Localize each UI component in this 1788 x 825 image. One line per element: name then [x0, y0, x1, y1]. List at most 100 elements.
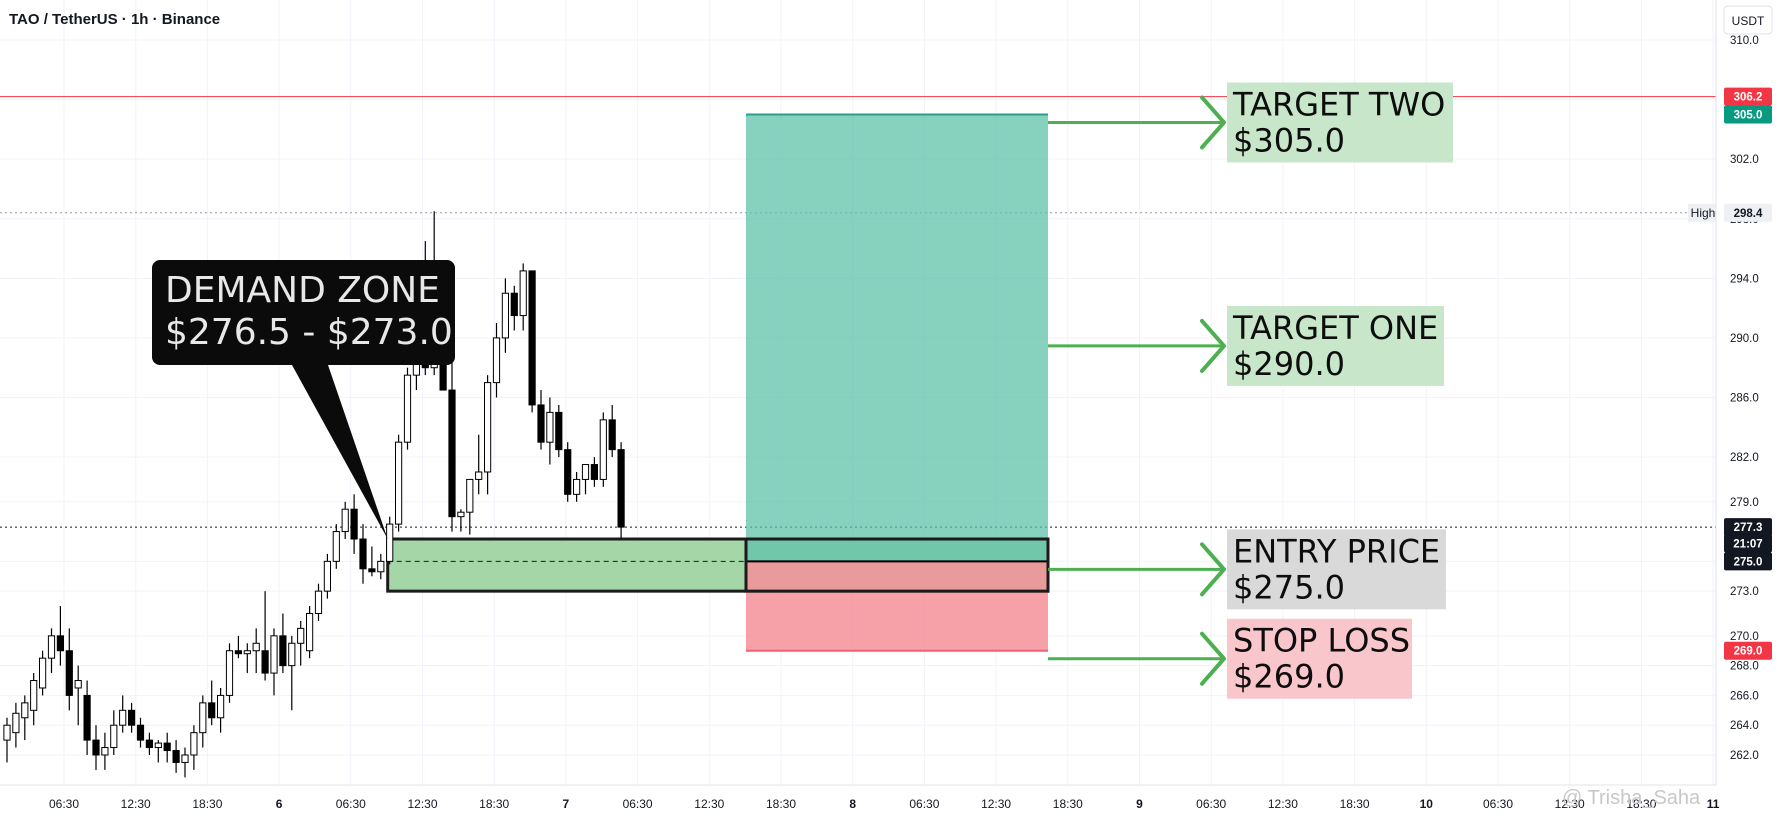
candle: [172, 740, 180, 773]
time-tick-label: 12:30: [694, 797, 724, 811]
price-tag-bg[interactable]: [1724, 534, 1772, 553]
time-tick-label: 12:30: [981, 797, 1011, 811]
arrow-head: [1200, 631, 1226, 686]
price-tag-label: 298.4: [1734, 208, 1763, 220]
candle: [546, 397, 554, 465]
candle: [3, 717, 11, 763]
candle: [608, 404, 616, 458]
time-tick-day: 11: [1707, 797, 1720, 811]
demand-zone-callout[interactable]: DEMAND ZONE$276.5 - $273.0: [152, 260, 455, 540]
candle: [217, 687, 225, 733]
candle-body-down: [608, 419, 616, 451]
candle: [279, 613, 287, 674]
candle-body-up: [599, 419, 607, 480]
candle: [492, 323, 501, 398]
candle-body-up: [270, 635, 278, 674]
candle-body-up: [341, 508, 349, 533]
price-tick-label: 273.0: [1730, 586, 1759, 598]
candle: [475, 434, 483, 495]
price-tick-label: 279.0: [1730, 497, 1759, 509]
candle-body-down: [145, 739, 154, 749]
price-tick-label: 290.0: [1730, 333, 1759, 345]
annotation-bg: [1227, 305, 1444, 386]
candle-body-up: [573, 478, 581, 495]
candle: [359, 524, 367, 584]
annotation-target-two[interactable]: TARGET TWO$305.0: [1227, 82, 1453, 163]
time-tick-label: 18:30: [766, 797, 796, 811]
candle-body-up: [377, 560, 385, 573]
annotations[interactable]: TARGET TWO$305.0 TARGET ONE$290.0 ENTRY PR…: [1227, 82, 1453, 699]
time-tick-label: 18:30: [192, 797, 222, 811]
high-tag-label: High: [1691, 206, 1716, 220]
candle: [510, 285, 518, 331]
candle-body-down: [537, 404, 545, 443]
time-tick-label: 06:30: [623, 797, 653, 811]
candle: [599, 412, 607, 487]
time-tick-label: 06:30: [336, 797, 366, 811]
price-tag-bg[interactable]: [1724, 105, 1772, 124]
candle-body-down: [83, 694, 91, 741]
candle: [110, 710, 118, 755]
callout-title: DEMAND ZONE: [165, 270, 440, 311]
callout-range: $276.5 - $273.0: [165, 312, 453, 353]
profit-zone[interactable]: [746, 114, 1048, 562]
annotation-title: TARGET ONE: [1232, 309, 1438, 347]
price-tag-bg[interactable]: [1724, 518, 1772, 537]
price-tag-bg[interactable]: [1724, 203, 1772, 222]
candle: [252, 628, 260, 674]
currency-button[interactable]: USDT: [1723, 5, 1773, 35]
candle: [136, 717, 145, 748]
candle: [119, 695, 127, 733]
price-tick-label: 302.0: [1730, 154, 1759, 166]
candle-body-up: [323, 560, 331, 592]
candle: [564, 442, 572, 502]
price-tag-bg[interactable]: [1724, 641, 1772, 660]
annotation-price: $275.0: [1233, 568, 1345, 606]
candle-body-down: [590, 464, 598, 480]
price-tick-label: 268.0: [1730, 661, 1759, 673]
candle-body-up: [297, 627, 305, 644]
price-tag-label: 277.3: [1734, 522, 1763, 534]
candle: [501, 278, 509, 353]
candle-body-down: [510, 292, 518, 317]
candle: [395, 434, 403, 532]
time-tick-label: 18:30: [479, 797, 509, 811]
price-tag-label: 305.0: [1734, 109, 1763, 121]
candle: [128, 702, 136, 733]
candle-body-up: [501, 292, 509, 339]
candle: [154, 740, 162, 763]
time-axis[interactable]: 06:30 12:30 18:30 6 06:30 12:30 18:30 7 06:30 12:…: [0, 784, 1720, 811]
candle-body-down: [350, 508, 358, 540]
annotation-bg: [1227, 82, 1453, 163]
watermark-text: @ Trisha_Saha: [1562, 787, 1701, 809]
candle-body-down: [92, 739, 100, 756]
symbol-title: TAO / TetherUS · 1h · Binance: [9, 11, 220, 28]
price-tick-label: 310.0: [1730, 35, 1759, 47]
candle: [368, 546, 376, 577]
candle: [288, 635, 296, 711]
candle: [65, 628, 73, 711]
arrow-head: [1200, 318, 1226, 373]
annotation-entry-price[interactable]: ENTRY PRICE$275.0: [1227, 529, 1446, 610]
candle-body-down: [136, 724, 145, 741]
watermark: @ Trisha_Saha: [1562, 787, 1701, 809]
candle-body-up: [47, 635, 56, 659]
price-tag-bg[interactable]: [1724, 552, 1772, 571]
annotation-target-one[interactable]: TARGET ONE$290.0: [1227, 305, 1444, 386]
annotation-stop-loss[interactable]: STOP LOSS$269.0: [1227, 618, 1412, 699]
callout-box[interactable]: [152, 260, 455, 365]
time-tick-label: 12:30: [1268, 797, 1298, 811]
candle: [145, 732, 154, 755]
price-axis[interactable]: 262.0 264.0 266.0 268.0 270.0 273.0 275.0 279.0…: [1715, 0, 1788, 820]
loss-zone[interactable]: [746, 561, 1048, 651]
long-position-tool[interactable]: [744, 113, 1050, 652]
candle-body-up: [332, 531, 340, 562]
arrow-head: [1200, 542, 1226, 597]
high-tag-bg: [1688, 203, 1718, 222]
candle-body-up: [288, 642, 296, 667]
price-tag-label: 21:07: [1733, 538, 1762, 550]
price-tag-bg[interactable]: [1724, 87, 1772, 106]
candle: [377, 553, 385, 580]
